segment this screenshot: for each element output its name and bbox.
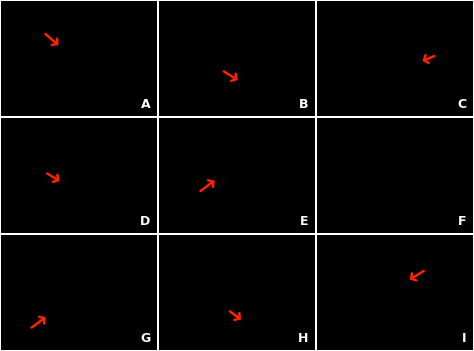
- Text: A: A: [141, 98, 150, 111]
- Text: H: H: [298, 332, 309, 345]
- Text: D: D: [140, 216, 150, 229]
- Text: E: E: [300, 216, 309, 229]
- Text: C: C: [457, 98, 466, 111]
- Text: G: G: [140, 332, 150, 345]
- Text: F: F: [458, 216, 466, 229]
- Text: B: B: [299, 98, 309, 111]
- Text: I: I: [462, 332, 466, 345]
